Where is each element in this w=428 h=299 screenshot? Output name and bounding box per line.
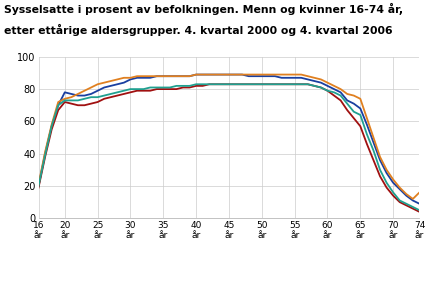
Menn 2000 xyxy=(417,202,422,205)
Kvinner 2006 xyxy=(75,99,80,102)
Menn 2000 xyxy=(240,73,245,76)
Menn 2006 xyxy=(410,197,416,201)
Menn 2006 xyxy=(417,191,422,194)
Menn 2006 xyxy=(49,123,54,126)
Kvinner 2006 xyxy=(193,83,199,86)
Menn 2006 xyxy=(193,73,199,76)
Kvinner 2000 xyxy=(318,86,324,89)
Kvinner 2000 xyxy=(207,83,212,86)
Menn 2000 xyxy=(49,124,54,128)
Kvinner 2000 xyxy=(417,210,422,213)
Text: Sysselsatte i prosent av befolkningen. Menn og kvinner 16-74 år,: Sysselsatte i prosent av befolkningen. M… xyxy=(4,3,404,15)
Menn 2000 xyxy=(95,89,100,92)
Menn 2006 xyxy=(318,78,324,81)
Kvinner 2006 xyxy=(49,124,54,128)
Line: Kvinner 2006: Kvinner 2006 xyxy=(39,84,419,210)
Kvinner 2006 xyxy=(134,87,140,91)
Kvinner 2000 xyxy=(240,83,245,86)
Kvinner 2006 xyxy=(318,86,324,89)
Text: etter ettårige aldersgrupper. 4. kvartal 2000 og 4. kvartal 2006: etter ettårige aldersgrupper. 4. kvartal… xyxy=(4,24,393,36)
Menn 2006 xyxy=(95,83,100,86)
Kvinner 2000 xyxy=(134,89,140,92)
Line: Menn 2006: Menn 2006 xyxy=(39,74,419,199)
Menn 2000 xyxy=(318,81,324,84)
Menn 2006 xyxy=(36,183,41,186)
Menn 2006 xyxy=(134,74,140,78)
Kvinner 2000 xyxy=(95,100,100,104)
Menn 2000 xyxy=(193,73,199,76)
Kvinner 2000 xyxy=(49,128,54,131)
Kvinner 2000 xyxy=(36,186,41,189)
Kvinner 2006 xyxy=(36,184,41,188)
Kvinner 2006 xyxy=(95,95,100,99)
Menn 2000 xyxy=(134,76,140,80)
Menn 2006 xyxy=(75,92,80,96)
Line: Kvinner 2000: Kvinner 2000 xyxy=(39,84,419,212)
Kvinner 2000 xyxy=(75,103,80,107)
Line: Menn 2000: Menn 2000 xyxy=(39,74,419,204)
Menn 2000 xyxy=(36,184,41,188)
Kvinner 2006 xyxy=(240,83,245,86)
Kvinner 2006 xyxy=(417,208,422,212)
Menn 2000 xyxy=(75,94,80,97)
Menn 2006 xyxy=(240,73,245,76)
